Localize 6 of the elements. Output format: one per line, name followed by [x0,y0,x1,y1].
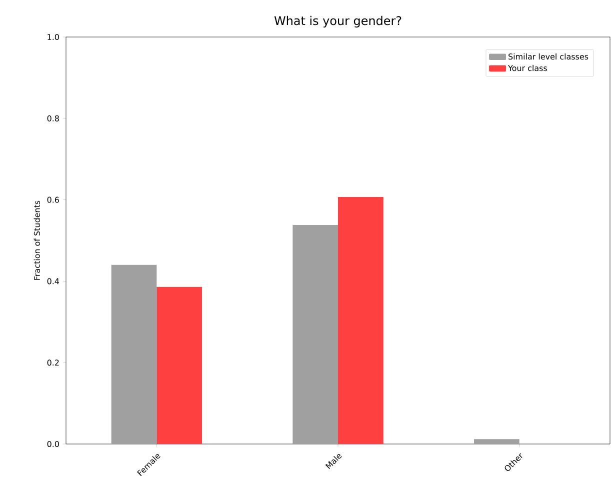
bar [156,286,202,444]
bar [111,264,157,444]
bar [338,196,384,444]
bar [474,439,520,444]
chart-title: What is your gender? [274,16,402,28]
bar [292,225,338,444]
